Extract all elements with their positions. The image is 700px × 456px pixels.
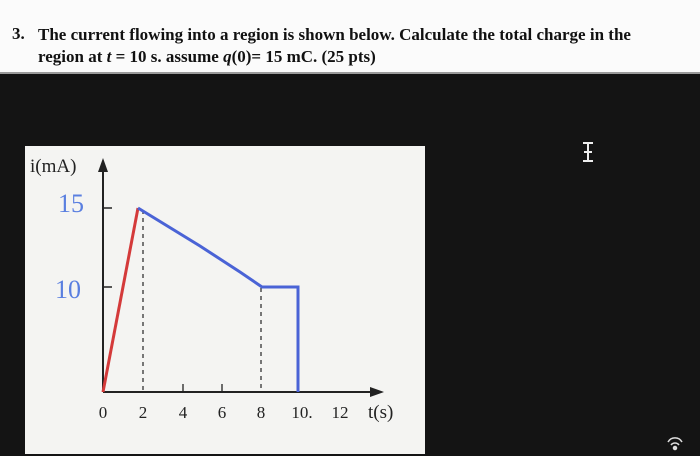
wifi-icon	[667, 437, 683, 451]
y-axis-label: i(mA)	[30, 156, 76, 177]
x-tick-label: 4	[179, 403, 188, 422]
handwritten-label: 15	[58, 189, 84, 218]
x-tick-label: 6	[218, 403, 227, 422]
x-axis-label: t(s)	[368, 402, 393, 423]
text-cursor	[583, 142, 593, 162]
x-tick-label: 0	[99, 403, 108, 422]
variable: q	[223, 47, 232, 66]
red-line	[101, 207, 140, 393]
text: The current flowing into a region is sho…	[38, 25, 631, 66]
handwritten-label: 10	[55, 275, 81, 304]
x-tick-label: 12	[332, 403, 349, 422]
arrow	[98, 158, 108, 172]
x-tick-label: 10.	[291, 403, 312, 422]
blue-line	[137, 206, 300, 392]
x-ticks: 0 2 4 6 8 10. 12	[99, 403, 349, 422]
question-text: The current flowing into a region is sho…	[38, 24, 678, 68]
x-tick-label: 8	[257, 403, 266, 422]
text: = 10 s. assume	[111, 47, 224, 66]
figure-panel	[25, 146, 425, 454]
question-header: 3. The current flowing into a region is …	[0, 0, 700, 74]
text: (0)= 15 mC. (25 pts)	[231, 47, 376, 66]
question-number: 3.	[12, 24, 25, 43]
x-tick-label: 2	[139, 403, 148, 422]
arrow	[370, 387, 384, 397]
variable: t	[106, 47, 112, 66]
